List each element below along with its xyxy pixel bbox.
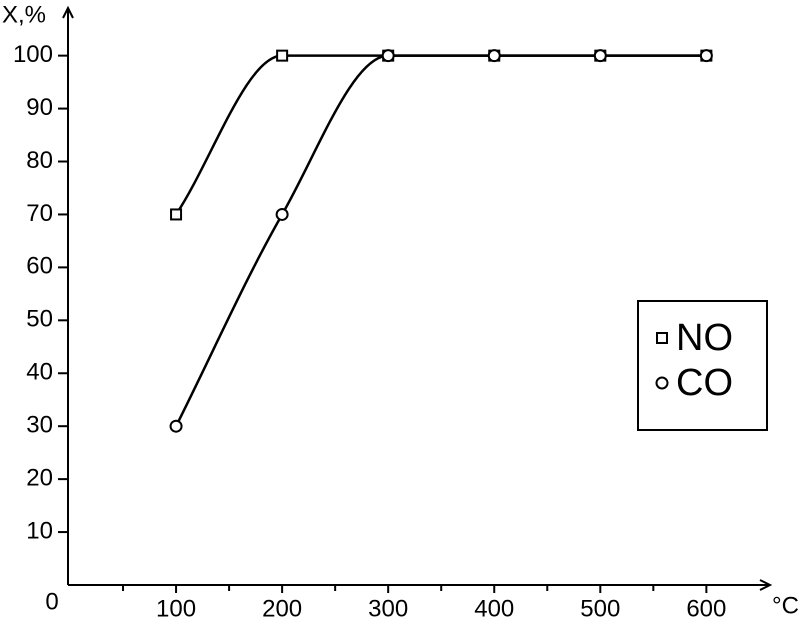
x-tick-label: 300 (368, 595, 408, 622)
x-tick-label: 600 (686, 595, 726, 622)
y-tick-label: 100 (13, 41, 53, 68)
x-tick-label: 500 (580, 595, 620, 622)
y-tick-label: 10 (26, 517, 53, 544)
marker (276, 49, 289, 62)
legend-marker (655, 376, 669, 390)
x-tick-label: 400 (474, 595, 514, 622)
marker (170, 208, 183, 221)
legend-label: NO (676, 317, 733, 359)
line (175, 54, 707, 216)
y-axis-label: X,% (2, 1, 46, 28)
marker (381, 49, 395, 63)
y-tick-label: 70 (26, 200, 53, 227)
y-tick-label: 20 (26, 464, 53, 491)
x-tick-label: 100 (156, 595, 196, 622)
line (174, 54, 707, 427)
y-tick-label: 80 (26, 147, 53, 174)
marker (593, 49, 607, 63)
y-tick-label: 0 (45, 588, 58, 615)
legend-marker (656, 332, 668, 344)
y-axis-arrow (62, 5, 74, 19)
marker (699, 49, 713, 63)
legend-label: CO (676, 362, 733, 404)
marker (169, 419, 183, 433)
y-tick-label: 60 (26, 253, 53, 280)
marker (487, 49, 501, 63)
x-axis-label: °C (772, 592, 799, 619)
x-tick-label: 200 (262, 595, 302, 622)
y-tick-label: 50 (26, 306, 53, 333)
marker (275, 207, 289, 221)
y-tick-label: 90 (26, 94, 53, 121)
x-axis-arrow (759, 579, 773, 591)
y-tick-label: 40 (26, 359, 53, 386)
y-tick-label: 30 (26, 412, 53, 439)
legend-box (637, 300, 768, 431)
